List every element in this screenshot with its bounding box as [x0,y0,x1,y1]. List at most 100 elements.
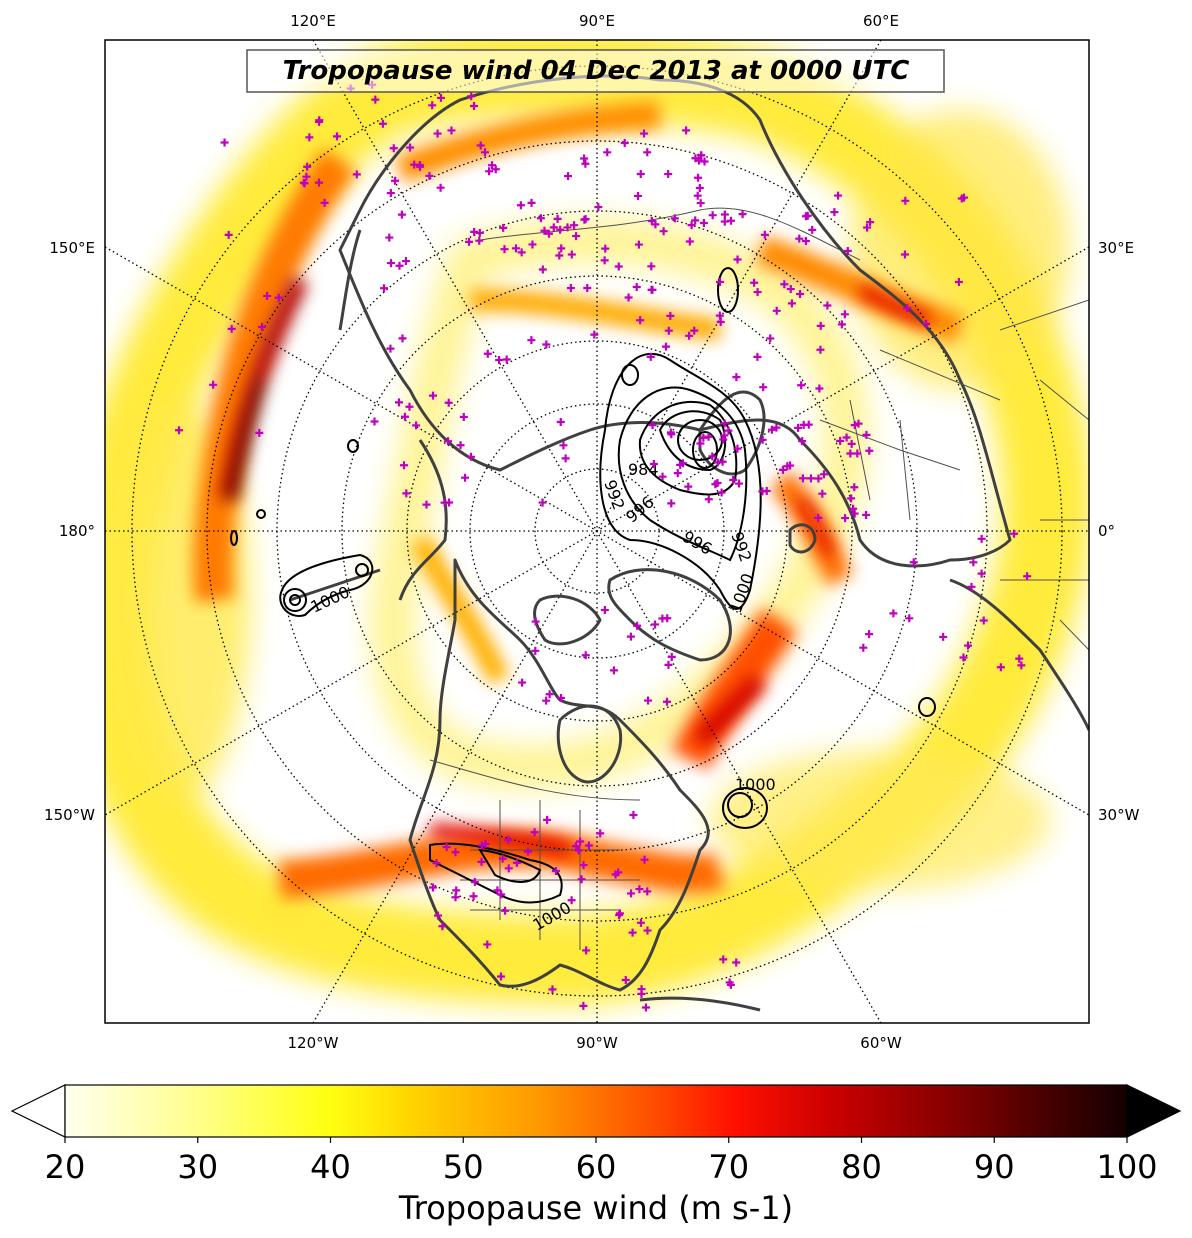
station-marker [571,842,580,851]
station-marker [644,696,653,705]
station-marker [527,198,536,207]
station-marker [682,126,691,135]
station-marker [332,132,341,141]
station-marker [615,911,624,920]
coast-japan [338,229,362,331]
station-marker [814,513,823,522]
colorbar-tick-label: 60 [576,1148,617,1186]
station-marker [258,322,267,331]
station-marker [760,230,769,239]
station-marker [977,534,986,543]
station-marker [641,1003,650,1012]
station-marker [837,320,846,329]
station-marker [778,465,787,474]
station-marker [684,482,693,491]
station-marker [614,868,623,877]
station-marker [939,632,948,641]
station-marker [567,896,576,905]
station-marker [889,609,898,618]
station-marker [209,380,218,389]
station-marker [643,887,652,896]
station-marker [753,352,762,361]
longitude-labels: 120°E 90°E 60°E 120°W 90°W 60°W [288,12,902,1052]
colorbar-tick-label: 40 [310,1148,351,1186]
station-marker [909,558,918,567]
lon-label-right: 30°E [1098,239,1134,257]
pressure-contours [230,267,936,904]
station-marker [979,616,988,625]
station-marker [387,259,396,268]
jet-pacific [193,148,357,603]
station-marker [685,331,694,340]
station-marker [853,449,862,458]
station-marker [1015,654,1024,663]
station-marker [842,433,851,442]
station-marker [491,165,500,174]
coast-north-america [408,558,710,992]
station-marker [540,226,549,235]
station-marker [696,439,705,448]
station-marker [735,479,744,488]
station-marker [699,219,708,228]
station-marker [398,334,407,343]
station-marker [640,855,649,864]
station-marker [596,829,605,838]
station-marker [563,223,572,232]
station-marker [620,139,629,148]
station-marker [996,663,1005,672]
station-marker [797,381,806,390]
station-marker [469,892,478,901]
station-marker [659,227,668,236]
longitude-labels-right: 30°E 0° 30°W [1098,239,1140,824]
station-marker [637,985,646,994]
station-marker [580,154,589,163]
station-marker [964,641,973,650]
station-marker [753,288,762,297]
station-marker [493,886,502,895]
station-marker [664,660,673,669]
station-marker [465,237,474,246]
station-marker [579,861,588,870]
station-marker [444,398,453,407]
station-marker [542,696,551,705]
station-marker [567,250,576,259]
station-marker [651,620,660,629]
station-marker [693,191,702,200]
coast-greenland [607,568,732,662]
station-marker [823,301,832,310]
jet-asia-mid [469,289,722,341]
station-marker [859,643,868,652]
station-marker [691,154,700,163]
coast-caribbean [639,996,761,1012]
station-marker [726,216,735,225]
station-marker [442,843,451,852]
station-marker [495,356,504,365]
station-marker [640,129,649,138]
station-marker [708,452,717,461]
station-marker [436,183,445,192]
station-marker [819,470,828,479]
station-marker [815,384,824,393]
station-marker [577,875,586,884]
station-marker [666,311,675,320]
station-marker [466,452,475,461]
station-marker [555,251,564,260]
coast-alaska [398,439,448,601]
station-marker [818,489,827,498]
station-marker [732,958,741,967]
station-marker [624,293,633,302]
colorbar-extend-max [1126,1084,1182,1138]
station-marker [780,280,789,289]
station-marker [969,558,978,567]
station-marker [609,666,618,675]
station-marker [314,178,323,187]
station-marker [583,284,592,293]
station-marker [378,119,387,128]
station-marker [729,475,738,484]
station-marker [397,210,406,219]
jet-core-west-europe [795,497,835,557]
lon-label-left: 180° [59,522,95,540]
station-marker [847,439,856,448]
station-marker [724,426,733,435]
station-marker [380,284,389,293]
